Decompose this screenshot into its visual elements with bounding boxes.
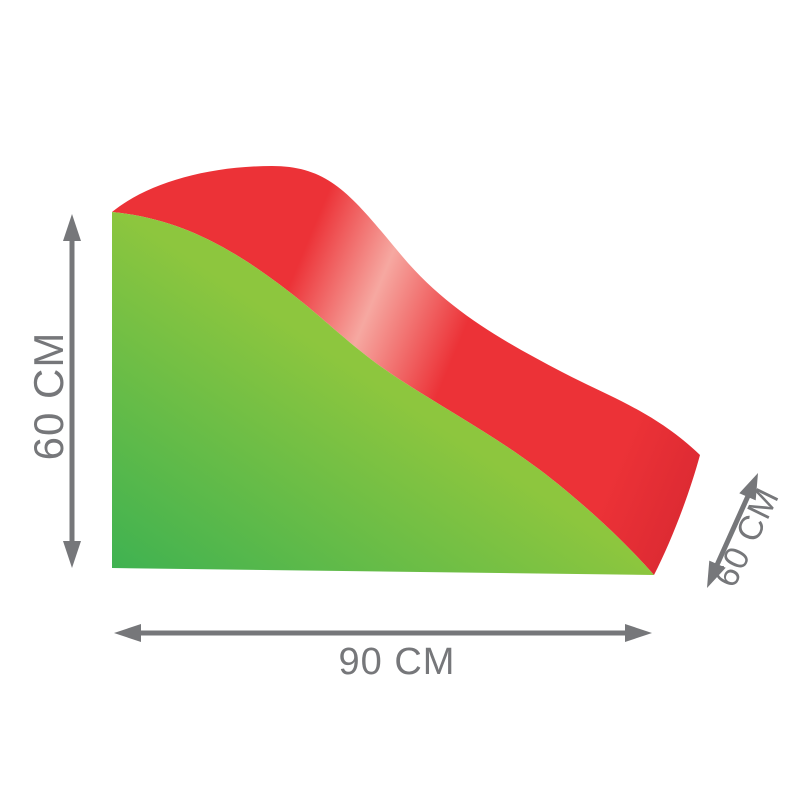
depth-dimension-arrow <box>707 473 758 588</box>
width-arrow-head-left <box>114 624 141 642</box>
depth-arrow-head-top <box>739 473 758 501</box>
height-dimension-arrow <box>63 214 81 568</box>
slide-side-face <box>112 212 654 575</box>
height-dimension-label: 60 CM <box>25 332 72 461</box>
height-arrow-head-bottom <box>63 541 81 568</box>
slide-top-surface <box>112 166 700 575</box>
width-dimension-arrow <box>114 624 652 642</box>
width-dimension-label: 90 CM <box>339 641 456 683</box>
height-arrow-head-top <box>63 214 81 241</box>
depth-arrow-head-bottom <box>707 560 726 588</box>
depth-dimension-label: 60 CM <box>707 482 787 593</box>
width-arrow-head-right <box>625 624 652 642</box>
depth-arrow-shaft <box>714 494 751 567</box>
